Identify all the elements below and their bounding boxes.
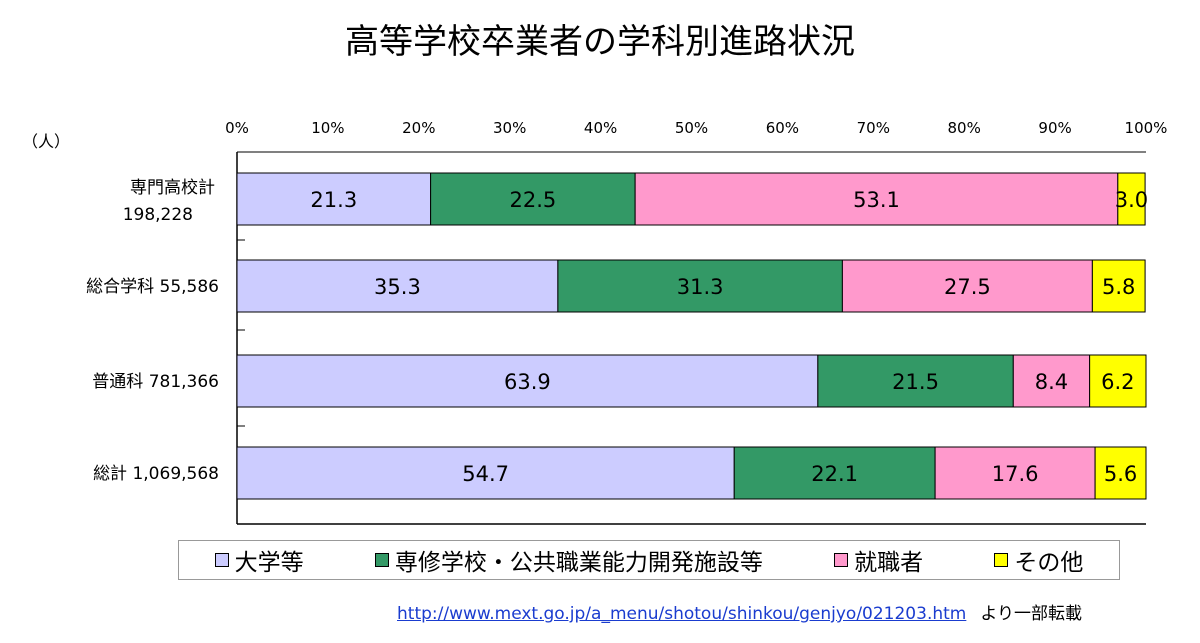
bar-segment [1094, 446, 1147, 500]
data-label: 22.1 [811, 462, 858, 486]
data-label: 8.4 [1035, 370, 1068, 394]
x-tick-label: 20% [402, 119, 435, 137]
category-count: 198,228 [123, 205, 193, 225]
bar-segment [733, 446, 936, 500]
bar-segment [634, 172, 1119, 226]
data-label: 21.5 [892, 370, 939, 394]
legend-label: 専修学校・公共職業能力開発施設等 [394, 550, 763, 576]
x-tick-label: 80% [948, 119, 981, 137]
chart-title: 高等学校卒業者の学科別進路状況 [345, 22, 855, 62]
bar-segment [430, 172, 636, 226]
legend-swatch [374, 553, 389, 567]
data-label: 35.3 [374, 275, 421, 299]
source-link[interactable]: http://www.mext.go.jp/a_menu/shotou/shin… [397, 604, 967, 624]
bar-segment [1012, 354, 1091, 408]
bar-segment [1117, 172, 1146, 226]
data-label: 5.6 [1104, 462, 1137, 486]
data-label: 31.3 [677, 275, 724, 299]
source-suffix: より一部転載 [980, 604, 1083, 624]
source-note: http://www.mext.go.jp/a_menu/shotou/shin… [397, 599, 1082, 624]
data-label: 53.1 [853, 188, 900, 212]
data-label: 27.5 [944, 275, 991, 299]
legend-swatch [994, 553, 1009, 567]
stacked-bar-chart: 0% 10% 20% 30% 40% 50% 60% 70% 80% 90% 100% 専門高校計 19… [86, 119, 1168, 525]
legend-label: 大学等 [234, 550, 304, 576]
data-label: 5.8 [1102, 275, 1135, 299]
data-label: 17.6 [992, 462, 1039, 486]
data-label: 54.7 [462, 462, 509, 486]
bar-segment [841, 259, 1093, 313]
legend-item: その他 [994, 543, 1083, 577]
unit-label: （人） [22, 132, 71, 151]
data-label: 6.2 [1101, 370, 1134, 394]
x-tick-label: 50% [675, 119, 708, 137]
data-label: 63.9 [504, 370, 551, 394]
legend-item: 大学等 [214, 543, 304, 577]
bar-segment [236, 354, 819, 408]
bar-segment [1089, 354, 1147, 408]
data-label: 3.0 [1115, 188, 1148, 212]
x-tick-label: 30% [493, 119, 526, 137]
data-label: 22.5 [509, 188, 556, 212]
legend-label: 就職者 [854, 550, 924, 576]
chart-legend: 大学等 専修学校・公共職業能力開発施設等 就職者 その他 [178, 540, 1120, 580]
x-tick-label: 90% [1038, 119, 1071, 137]
category-label: 総合学科 55,586 [86, 277, 219, 297]
x-tick-label: 60% [766, 119, 799, 137]
bar-segment [236, 172, 432, 226]
x-tick-label: 40% [584, 119, 617, 137]
legend-item: 専修学校・公共職業能力開発施設等 [374, 543, 763, 577]
bar-segment [1091, 259, 1146, 313]
legend-swatch [214, 553, 229, 567]
legend-label: その他 [1014, 550, 1084, 576]
category-label: 専門高校計 [130, 178, 215, 198]
legend-item: 就職者 [834, 543, 923, 577]
data-label: 21.3 [310, 188, 357, 212]
category-label: 総計 1,069,568 [93, 464, 219, 484]
x-tick-label: 70% [857, 119, 890, 137]
x-tick-label: 10% [311, 119, 344, 137]
legend-swatch [834, 553, 849, 567]
category-label: 普通科 781,366 [92, 372, 219, 392]
x-tick-label: 0% [225, 119, 249, 137]
x-tick-label: 100% [1125, 119, 1168, 137]
bar-segment [817, 354, 1014, 408]
